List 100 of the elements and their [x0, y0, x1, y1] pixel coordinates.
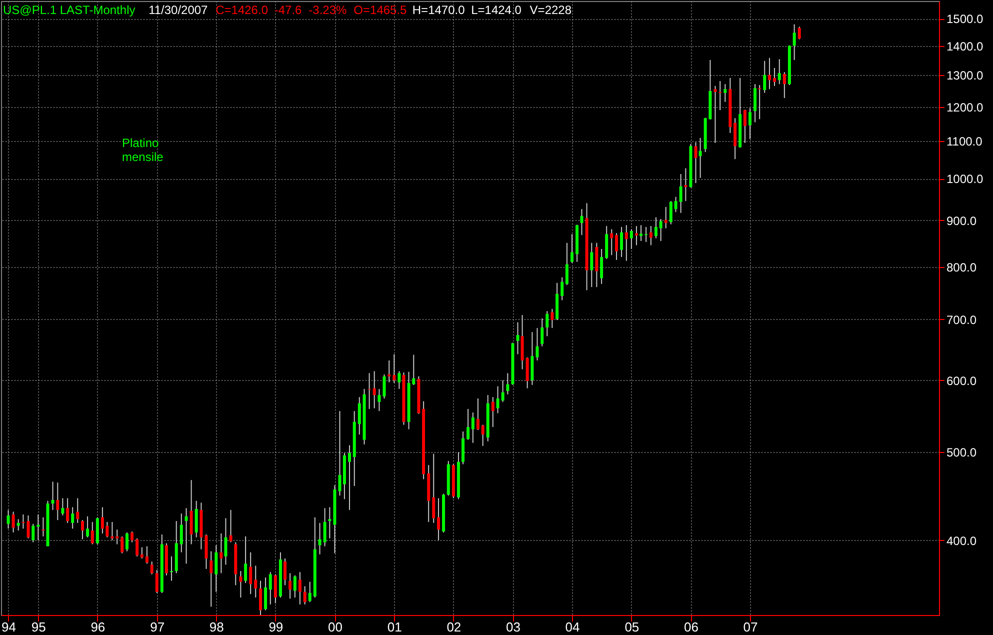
x-tick-label: 97: [150, 620, 165, 634]
candlestick: [293, 574, 296, 598]
candlestick: [536, 328, 539, 361]
y-tick-label: 500.0: [946, 446, 977, 460]
candlestick: [476, 398, 480, 430]
candlestick: [308, 581, 312, 603]
annotation: H=1470.0: [412, 3, 466, 17]
x-tick-label: 07: [743, 620, 758, 634]
candlestick: [372, 370, 376, 409]
candlestick: [664, 206, 668, 229]
candlestick: [66, 498, 70, 524]
candlestick: [481, 424, 484, 446]
candlestick: [466, 408, 470, 440]
x-tick-label: 98: [209, 620, 224, 634]
y-tick-label: 400.0: [946, 534, 977, 548]
candlestick: [590, 242, 594, 288]
candlestick: [268, 572, 272, 605]
candlestick: [220, 532, 223, 574]
candlestick: [758, 84, 762, 120]
candlestick: [649, 226, 652, 246]
x-tick-label: 01: [387, 620, 402, 634]
candlestick: [471, 412, 474, 444]
candlestick: [679, 174, 682, 214]
candlestick: [462, 430, 465, 465]
annotation: Platino mensile: [122, 136, 164, 164]
candlestick: [724, 84, 727, 102]
candlestick: [620, 226, 624, 258]
candlestick: [550, 308, 554, 329]
candlestick: [654, 216, 658, 239]
candlestick: [80, 520, 84, 540]
candlestick: [398, 370, 401, 390]
candlestick: [338, 410, 342, 496]
candlestick: [640, 224, 643, 242]
candlestick: [694, 142, 698, 184]
candlestick: [71, 506, 74, 530]
candlestick: [634, 226, 638, 246]
candlestick: [125, 532, 128, 552]
y-tick-label: 1400.0: [946, 39, 984, 54]
candlestick: [12, 511, 15, 533]
candlestick: [600, 248, 604, 284]
annotation: L=1424.0: [471, 3, 522, 17]
candlestick: [734, 118, 737, 160]
candlestick: [284, 558, 287, 586]
annotation: C=1426.0: [216, 3, 268, 17]
x-tick-label: 00: [328, 620, 342, 634]
x-tick-label: 99: [268, 620, 284, 634]
candlestick: [328, 506, 332, 539]
candlestick: [718, 80, 722, 111]
candlestick: [792, 24, 796, 61]
candlestick: [526, 356, 529, 389]
candlestick: [170, 556, 173, 582]
candlestick: [743, 109, 746, 144]
x-tick-label: 04: [565, 620, 580, 634]
x-tick-label: 05: [624, 620, 640, 634]
candlestick: [610, 228, 614, 256]
candlestick: [130, 531, 134, 543]
candlestick: [432, 453, 436, 524]
candlestick: [501, 380, 504, 402]
annotation: -47.6: [274, 3, 302, 17]
candlestick: [348, 444, 351, 510]
candlestick: [318, 522, 322, 555]
candlestick: [51, 481, 54, 510]
candlestick: [546, 310, 549, 337]
candlestick: [298, 572, 302, 605]
candlestick: [136, 538, 139, 557]
candlestick: [323, 508, 326, 547]
candlestick: [540, 318, 544, 347]
candlestick: [239, 570, 242, 598]
candlestick: [140, 546, 144, 559]
candlestick: [763, 60, 766, 94]
candlestick: [773, 67, 776, 86]
candlestick: [224, 518, 228, 566]
candlestick: [254, 565, 258, 598]
chart-title: US@PL.1 LAST-Monthly: [3, 3, 136, 17]
candlestick: [674, 196, 678, 213]
candlestick: [32, 523, 35, 543]
candlestick: [190, 480, 193, 545]
candlestick: [76, 498, 80, 524]
candlestick: [778, 58, 781, 85]
candlestick: [358, 396, 361, 435]
x-tick-label: 94: [2, 620, 16, 634]
candlestick: [90, 521, 94, 545]
y-tick-label: 700.0: [946, 312, 977, 327]
candlestick: [630, 228, 633, 250]
candlestick: [150, 561, 154, 575]
candlestick: [516, 322, 520, 355]
y-tick-label: 1300.0: [946, 68, 984, 83]
candlestick: [392, 354, 396, 384]
candlestick: [388, 360, 391, 383]
candlestick: [42, 516, 45, 537]
candlestick: [782, 72, 786, 99]
x-tick-label: 02: [446, 620, 462, 634]
candlestick: [116, 529, 119, 545]
x-tick-label: 96: [90, 620, 106, 634]
x-tick-label: 06: [684, 620, 698, 634]
candlestick: [61, 498, 64, 516]
candlestick: [56, 482, 60, 521]
candlestick: [6, 509, 10, 530]
candlestick: [560, 276, 564, 301]
candlestick: [669, 200, 672, 225]
